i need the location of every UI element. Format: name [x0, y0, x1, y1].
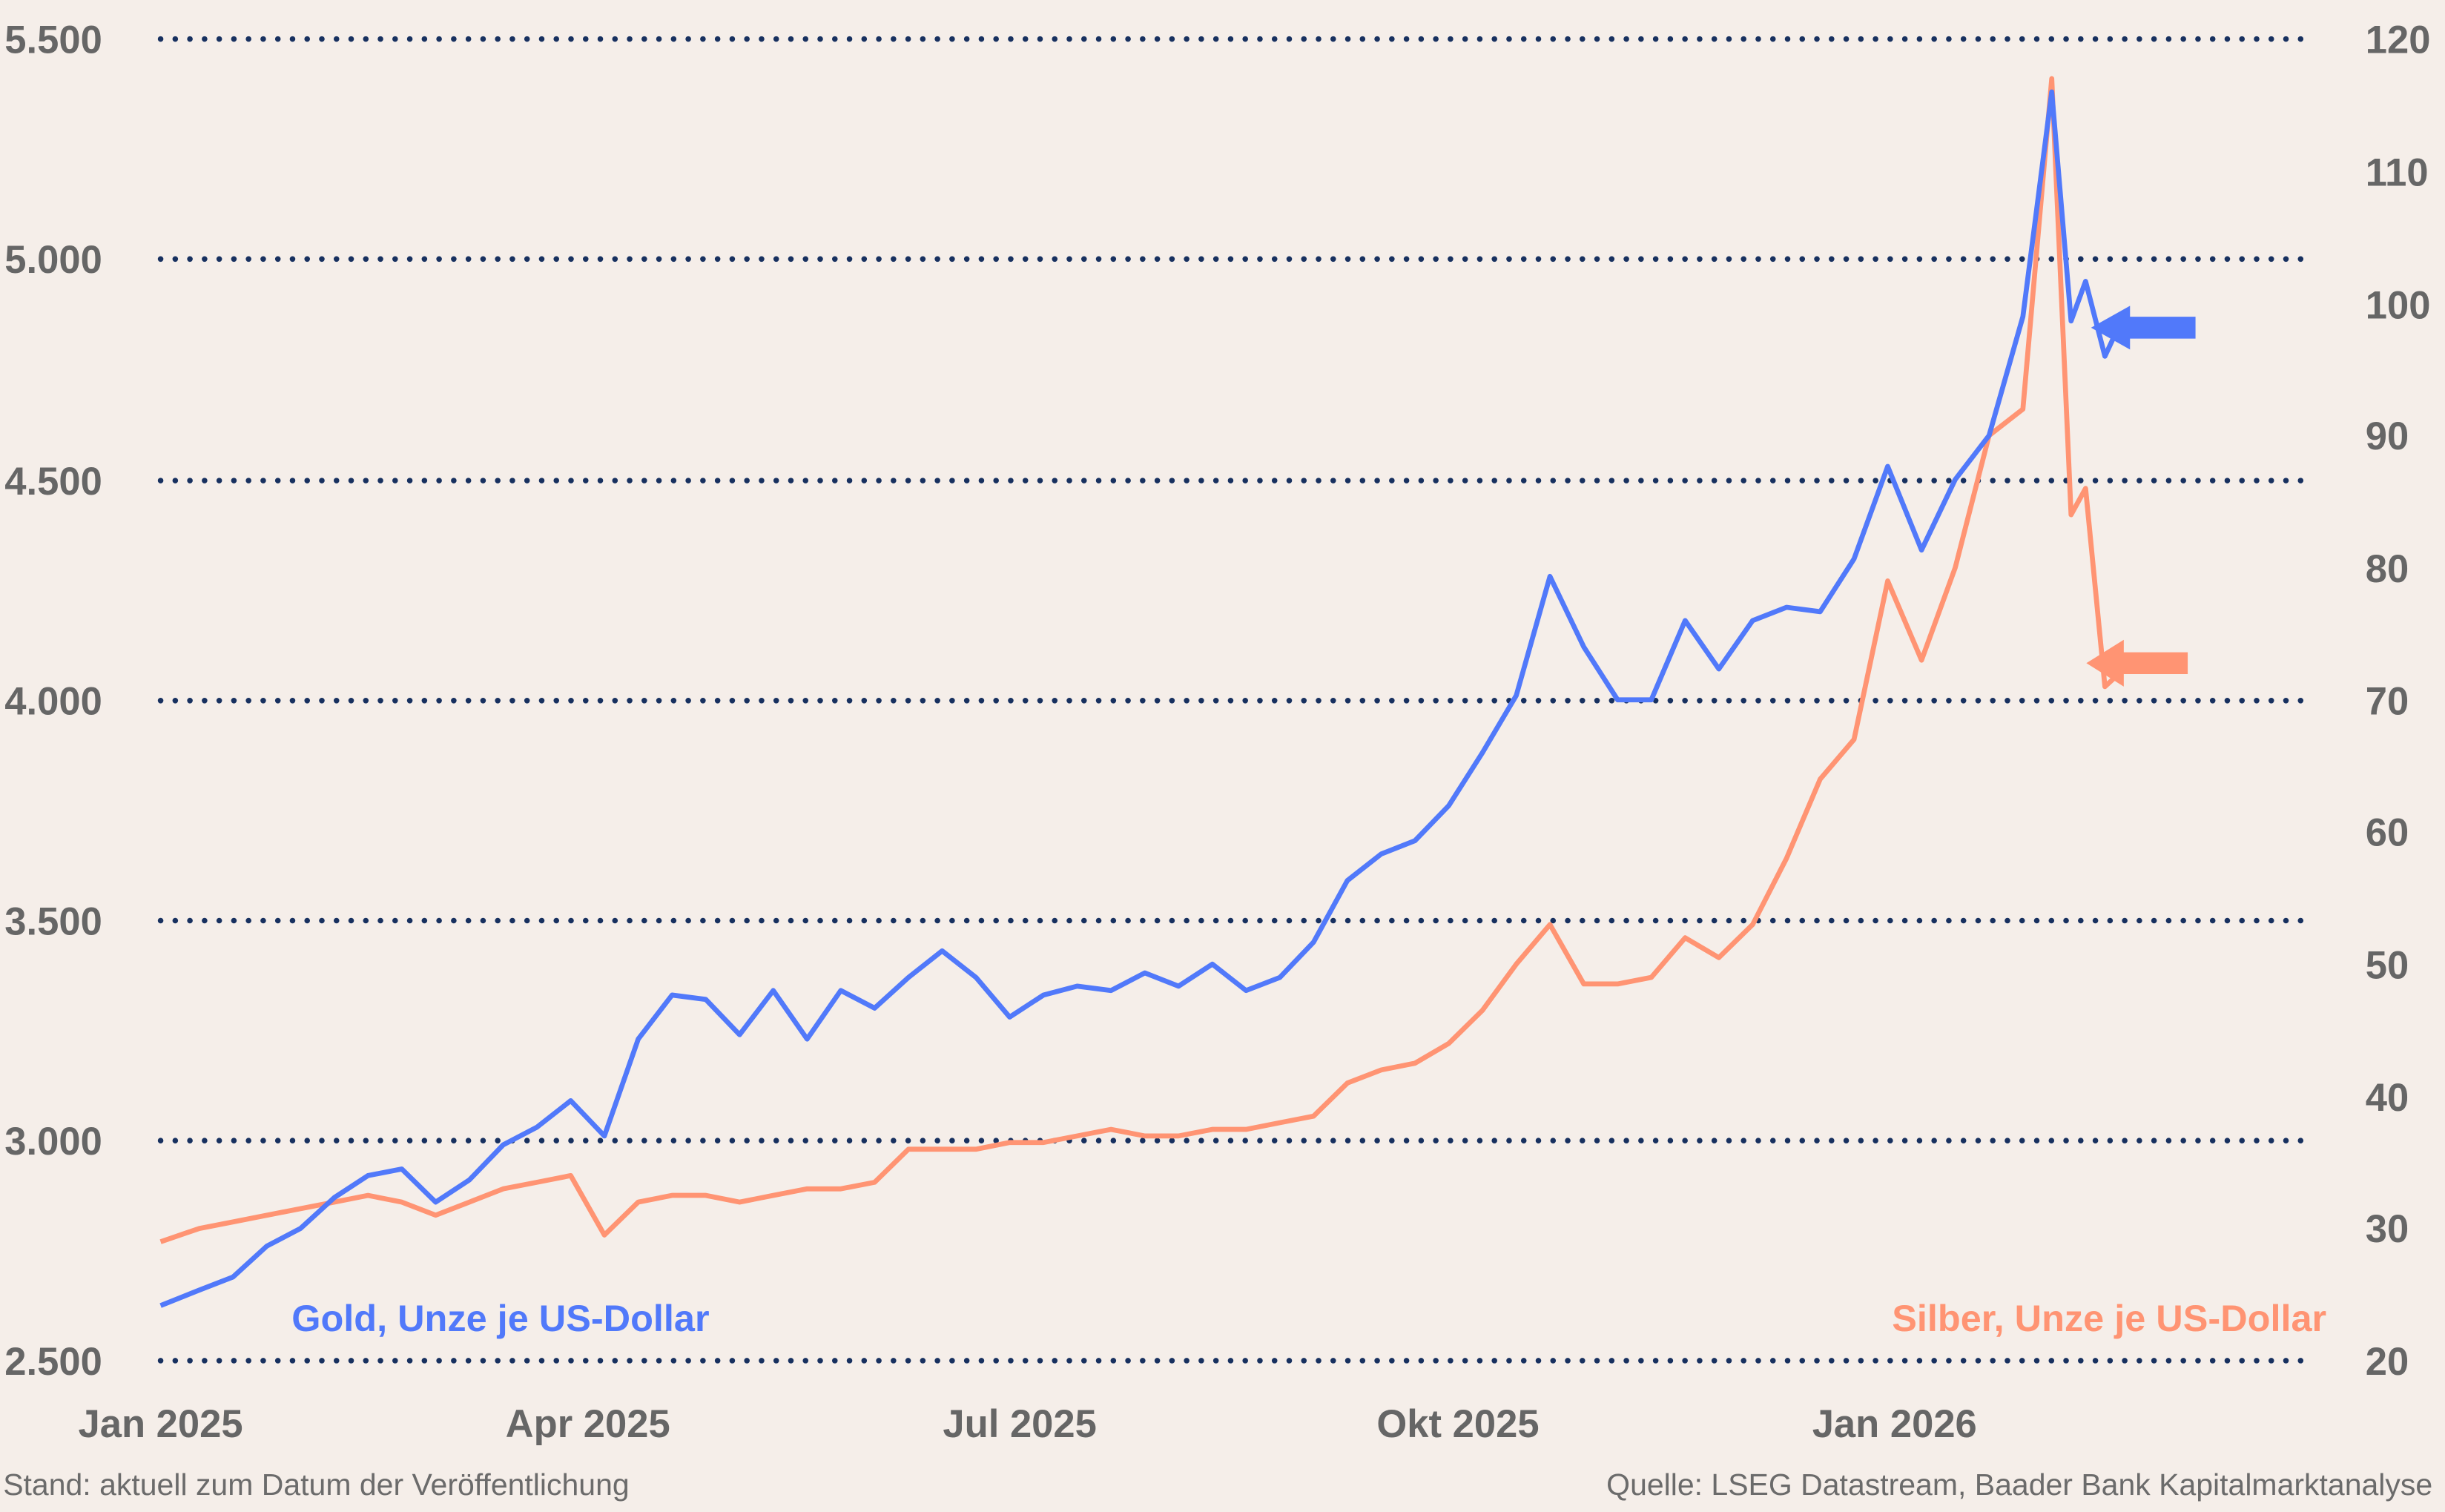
footer-date-note: Stand: aktuell zum Datum der Veröffentli… — [3, 1468, 629, 1502]
y-left-tick: 5.500 — [4, 19, 102, 62]
silver-arrow-icon — [2086, 639, 2188, 687]
y-right-tick: 110 — [2366, 151, 2429, 194]
y-left-tick: 4.000 — [4, 680, 102, 724]
y-right-tick: 50 — [2366, 943, 2409, 987]
y-axis-left: 5.500 5.000 4.500 4.000 3.500 3.000 2.50… — [4, 19, 102, 1384]
silver-line — [159, 76, 2122, 1244]
x-tick: Jan 2026 — [1812, 1402, 1977, 1446]
y-left-tick: 2.500 — [4, 1340, 102, 1384]
y-right-tick: 60 — [2366, 811, 2409, 854]
y-right-tick: 40 — [2366, 1076, 2409, 1120]
y-right-tick: 20 — [2366, 1340, 2409, 1384]
x-tick: Okt 2025 — [1376, 1402, 1539, 1446]
y-right-tick: 70 — [2366, 680, 2409, 724]
silver-legend: Silber, Unze je US-Dollar — [1892, 1297, 2326, 1339]
gold-line — [159, 89, 2122, 1308]
y-left-tick: 5.000 — [4, 238, 102, 282]
y-right-tick: 90 — [2366, 415, 2409, 458]
y-left-tick: 3.500 — [4, 899, 102, 943]
y-axis-right: 120 110 100 90 80 70 60 50 40 30 20 — [2366, 19, 2431, 1384]
footer-source: Quelle: LSEG Datastream, Baader Bank Kap… — [1606, 1468, 2432, 1502]
gold-arrow-icon — [2091, 306, 2196, 350]
x-tick: Jan 2025 — [79, 1402, 243, 1446]
gold-legend: Gold, Unze je US-Dollar — [291, 1297, 709, 1339]
y-right-tick: 120 — [2366, 19, 2431, 62]
y-right-tick: 100 — [2366, 283, 2431, 327]
x-axis: Jan 2025 Apr 2025 Jul 2025 Okt 2025 Jan … — [79, 1402, 1977, 1446]
y-right-tick: 80 — [2366, 547, 2409, 591]
x-tick: Jul 2025 — [943, 1402, 1096, 1446]
y-left-tick: 3.000 — [4, 1120, 102, 1163]
y-left-tick: 4.500 — [4, 460, 102, 504]
y-right-tick: 30 — [2366, 1207, 2409, 1251]
x-tick: Apr 2025 — [506, 1402, 670, 1446]
